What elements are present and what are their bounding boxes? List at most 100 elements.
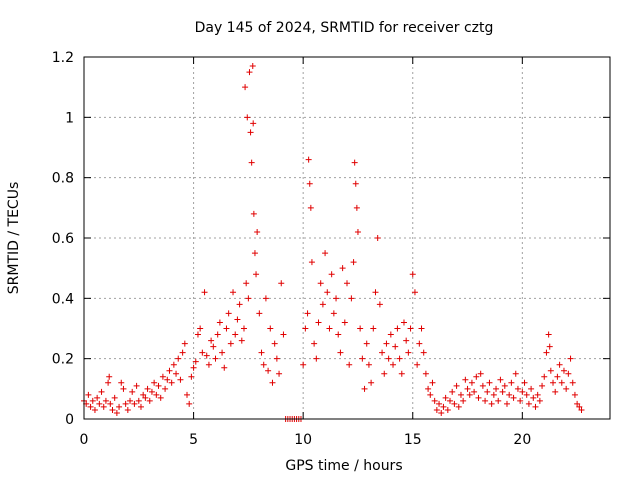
data-point xyxy=(225,310,232,317)
data-point xyxy=(431,397,438,404)
data-point xyxy=(304,310,311,317)
data-point xyxy=(497,376,504,383)
data-point xyxy=(317,280,324,287)
data-point xyxy=(151,379,158,386)
data-point xyxy=(164,376,171,383)
data-point xyxy=(523,391,530,398)
data-points xyxy=(81,63,585,422)
data-point xyxy=(420,349,427,356)
chart-title: Day 145 of 2024, SRMTID for receiver czt… xyxy=(195,20,494,36)
data-point xyxy=(157,394,164,401)
x-tick-label: 20 xyxy=(513,432,531,448)
data-point xyxy=(267,325,274,332)
data-point xyxy=(276,370,283,377)
data-point xyxy=(374,235,381,241)
data-point xyxy=(308,259,315,266)
data-point xyxy=(223,325,230,332)
data-point xyxy=(352,180,359,187)
data-point xyxy=(468,379,475,386)
data-point xyxy=(262,295,269,302)
data-point xyxy=(106,373,113,380)
data-point xyxy=(433,406,440,413)
data-point xyxy=(499,388,506,395)
data-point xyxy=(567,355,574,362)
data-point xyxy=(219,349,226,356)
data-point xyxy=(455,403,462,410)
data-point xyxy=(550,379,557,386)
data-point xyxy=(148,388,155,395)
data-point xyxy=(305,156,312,163)
data-point xyxy=(249,63,256,70)
data-point xyxy=(541,373,548,380)
data-point xyxy=(199,349,206,356)
data-point xyxy=(512,370,519,377)
data-point xyxy=(324,289,331,296)
data-point xyxy=(365,361,372,368)
data-point xyxy=(192,358,199,365)
data-point xyxy=(181,340,188,347)
data-point xyxy=(208,337,215,344)
data-point xyxy=(236,301,243,308)
data-point xyxy=(273,355,280,362)
data-point xyxy=(85,391,92,398)
data-point xyxy=(188,373,195,380)
data-point xyxy=(227,340,234,347)
data-point xyxy=(335,331,342,338)
data-point xyxy=(488,400,495,407)
data-point xyxy=(214,331,221,338)
data-point xyxy=(186,400,193,407)
data-point xyxy=(230,289,237,296)
data-point xyxy=(94,394,101,401)
data-point xyxy=(578,406,585,413)
data-point xyxy=(190,364,197,371)
data-point xyxy=(407,325,414,332)
data-point xyxy=(170,361,177,368)
data-point xyxy=(464,385,471,392)
data-point xyxy=(569,379,576,386)
data-point xyxy=(546,343,553,350)
data-point xyxy=(394,325,401,332)
data-point xyxy=(436,400,443,407)
data-point xyxy=(210,343,217,350)
data-point xyxy=(475,394,482,401)
data-point xyxy=(479,382,486,389)
data-point xyxy=(453,382,460,389)
data-point xyxy=(159,373,166,380)
data-point xyxy=(184,391,191,398)
data-point xyxy=(256,310,263,317)
data-point xyxy=(278,280,285,287)
x-tick-label: 0 xyxy=(80,432,89,448)
data-point xyxy=(543,349,550,356)
data-point xyxy=(205,361,212,368)
data-point xyxy=(271,340,278,347)
data-point xyxy=(387,331,394,338)
data-point xyxy=(120,385,127,392)
x-tick-label: 15 xyxy=(404,432,422,448)
data-point xyxy=(245,295,252,302)
tick-labels: 0 0.2 0.4 0.6 0.8 1 1.2 0 5 10 15 20 xyxy=(52,50,532,448)
data-point xyxy=(116,403,123,410)
data-point xyxy=(311,340,318,347)
data-point xyxy=(486,379,493,386)
data-point xyxy=(357,325,364,332)
data-point xyxy=(250,120,257,127)
data-point xyxy=(560,367,567,374)
data-point xyxy=(122,400,129,407)
data-point xyxy=(381,370,388,377)
data-point xyxy=(91,406,98,413)
data-point xyxy=(552,388,559,395)
data-point xyxy=(466,391,473,398)
y-tick-label: 1 xyxy=(65,110,74,126)
data-point xyxy=(462,376,469,383)
data-point xyxy=(508,379,515,386)
data-point xyxy=(221,364,228,371)
data-point xyxy=(528,385,535,392)
data-point xyxy=(341,319,348,326)
data-point xyxy=(253,271,260,278)
data-point xyxy=(392,343,399,350)
data-point xyxy=(269,379,276,386)
data-point xyxy=(409,271,416,278)
data-point xyxy=(102,397,109,404)
data-point xyxy=(379,349,386,356)
y-axis-label: SRMTID / TECUs xyxy=(6,182,22,295)
